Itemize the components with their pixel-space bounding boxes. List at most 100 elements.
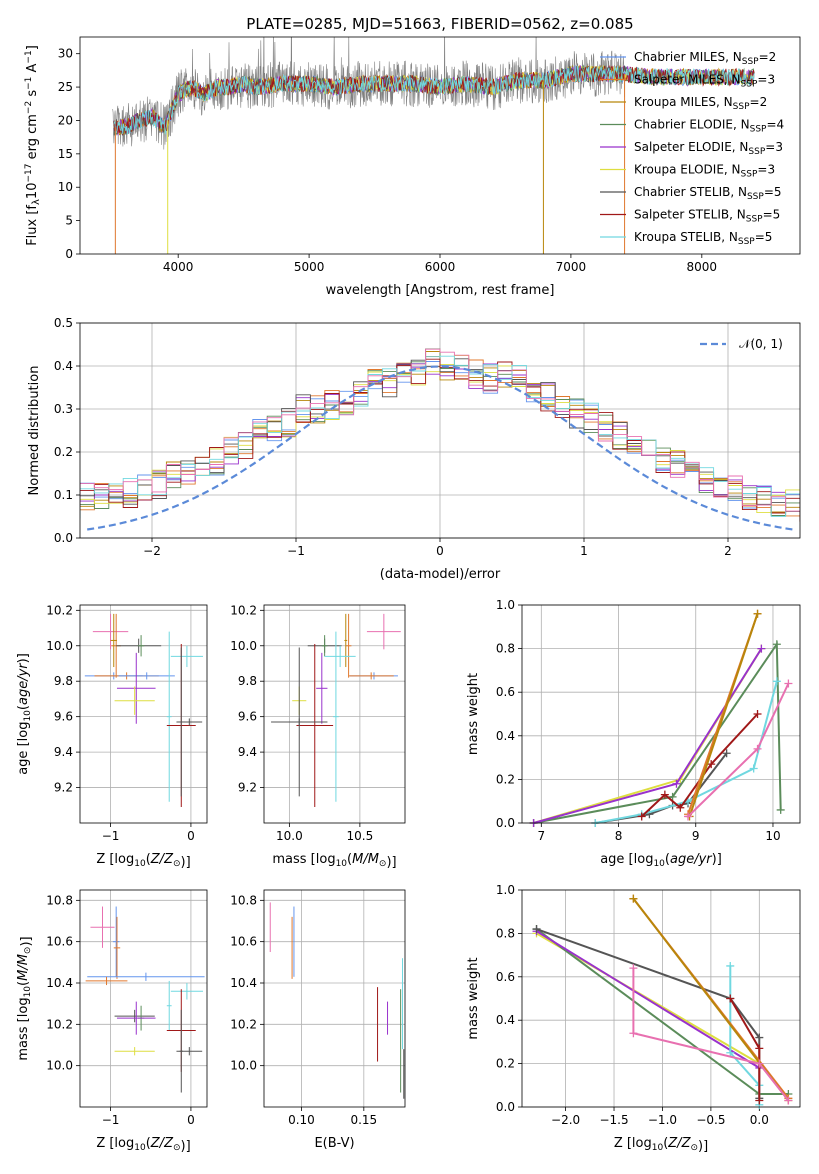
y-tick-label: 0.2 [496,772,515,786]
chart-title: PLATE=0285, MJD=51663, FIBERID=0562, z=0… [246,15,633,33]
y-tick-label: 10.2 [46,603,73,617]
y-tick-label: 0.8 [496,642,515,656]
error-bar-point [321,635,328,657]
legend-label: Kroupa STELIB, NSSP=5 [634,230,772,247]
panel-2: −1 0 9.2 9.4 9.6 9.8 10.0 10.2 Z [log10(Z/Z⊙)] ag… [16,603,208,870]
x-tick-label: 10.5 [347,829,374,843]
histogram-chabrier-stelib [80,358,800,512]
axes-frame [79,36,801,255]
y-tick-label: 1.0 [496,598,515,612]
y-tick-label: 1.0 [496,883,515,897]
x-tick-label: −1.0 [648,1113,677,1127]
error-bar-point [316,652,328,724]
y-tick-label: 10.6 [46,935,73,949]
x-axis-label: Z [log10(Z/Z⊙)] [614,1136,708,1154]
y-tick-label: 0 [65,247,73,261]
y-tick-label: 10.2 [46,1017,73,1031]
panel-3: 10.0 10.5 9.2 9.4 9.6 9.8 10.0 10.2 mass [log10(… [230,603,406,870]
y-tick-label: 0.0 [54,531,73,545]
y-tick-label: 10.4 [46,976,73,990]
error-bar-point [366,613,401,650]
axes-frame [263,604,406,824]
weight-marker [637,812,646,821]
panel-4: 7 8 9 10 0.0 0.2 0.4 0.6 0.8 1.0 age [log10(age/yr… [466,598,801,869]
weight-marker [629,964,638,973]
weight-marker [753,710,762,718]
histogram-salpeter-elodie [80,363,800,515]
x-tick-label: 0 [187,829,195,843]
weight-marker [684,812,693,821]
error-bar-point [345,613,352,678]
weight-marker [532,925,541,934]
error-bar-point [296,643,334,808]
weight-marker [629,1029,638,1038]
error-bar-point [179,1009,183,1093]
panel-5: −1 0 10.0 10.2 10.4 10.6 10.8 Z [log10(Z/Z⊙)] ma… [16,889,208,1154]
spectrum-plot [112,37,755,254]
x-tick-label: −0.5 [696,1113,725,1127]
x-tick-label: 5000 [294,260,325,274]
y-tick-label: 0.0 [496,816,515,830]
x-tick-label: 8000 [687,260,718,274]
error-bar-point [114,686,155,715]
x-axis-label: (data-model)/error [380,567,501,582]
y-tick-label: 10.0 [230,1059,257,1073]
y-tick-label: 9.8 [238,674,257,688]
y-tick-label: 0.4 [496,729,515,743]
y-tick-label: 10.2 [230,603,257,617]
x-tick-label: 0.10 [288,1113,315,1127]
error-bar-point [116,652,156,724]
error-bar-point [90,906,115,948]
weight-marker [722,749,731,758]
y-tick-label: 0.2 [54,445,73,459]
weight-marker [753,609,762,618]
x-tick-label: −1 [102,829,120,843]
weight-marker [660,790,669,799]
error-bar-point [137,635,145,657]
histogram-chabrier-miles [80,361,800,512]
y-tick-label: 10.0 [230,639,257,653]
x-tick-label: 9 [692,829,700,843]
y-tick-label: 10.0 [46,1059,73,1073]
y-tick-label: 9.2 [54,781,73,795]
y-tick-label: 5 [65,214,73,228]
y-axis-label: mass [log10(M/M⊙)] [16,936,34,1060]
y-tick-label: 0.5 [54,316,73,330]
y-tick-label: 0.3 [54,402,73,416]
errorbar-plot [269,902,405,1099]
y-axis-label: Normed distribution [27,366,42,496]
y-tick-label: 9.2 [238,781,257,795]
x-axis-label: age [log10(age/yr)] [600,852,722,869]
x-tick-label: 8 [615,829,623,843]
x-axis-label: Z [log10(Z/Z⊙)] [96,1136,190,1154]
error-bar-point [114,1047,155,1056]
weight-marker [755,1059,764,1068]
y-tick-label: 10.6 [230,935,257,949]
y-axis-label: age [log10(age/yr)] [16,653,33,775]
x-tick-label: −1.5 [599,1113,628,1127]
error-bar-point [113,916,121,979]
y-tick-label: 0.2 [496,1057,515,1071]
y-tick-label: 9.6 [238,710,257,724]
weight-line [632,968,790,1102]
y-tick-label: 30 [58,47,73,61]
weight-marker [749,764,758,773]
axes-frame [79,889,208,1108]
y-tick-label: 10.2 [230,1017,257,1031]
y-axis-label: Flux [fλ10−17 erg cm−2 s−1 A−1] [24,45,42,246]
error-bar-point [166,631,172,802]
histogram-plot [80,348,800,531]
error-bar-point [296,647,303,797]
error-bar-point [87,972,205,981]
x-tick-label: 1 [580,544,588,558]
y-tick-label: 0.1 [54,488,73,502]
panel-6: 0.10 0.15 10.0 10.2 10.4 10.6 10.8 E(B-V) [230,889,406,1151]
weight-marker [676,803,685,812]
x-tick-label: 0.0 [750,1113,769,1127]
legend-label: Chabrier MILES, NSSP=2 [634,50,776,67]
x-tick-label: 2 [724,544,732,558]
y-tick-label: 10.8 [46,893,73,907]
y-tick-label: 9.6 [54,710,73,724]
y-tick-label: 0.4 [496,1013,515,1027]
